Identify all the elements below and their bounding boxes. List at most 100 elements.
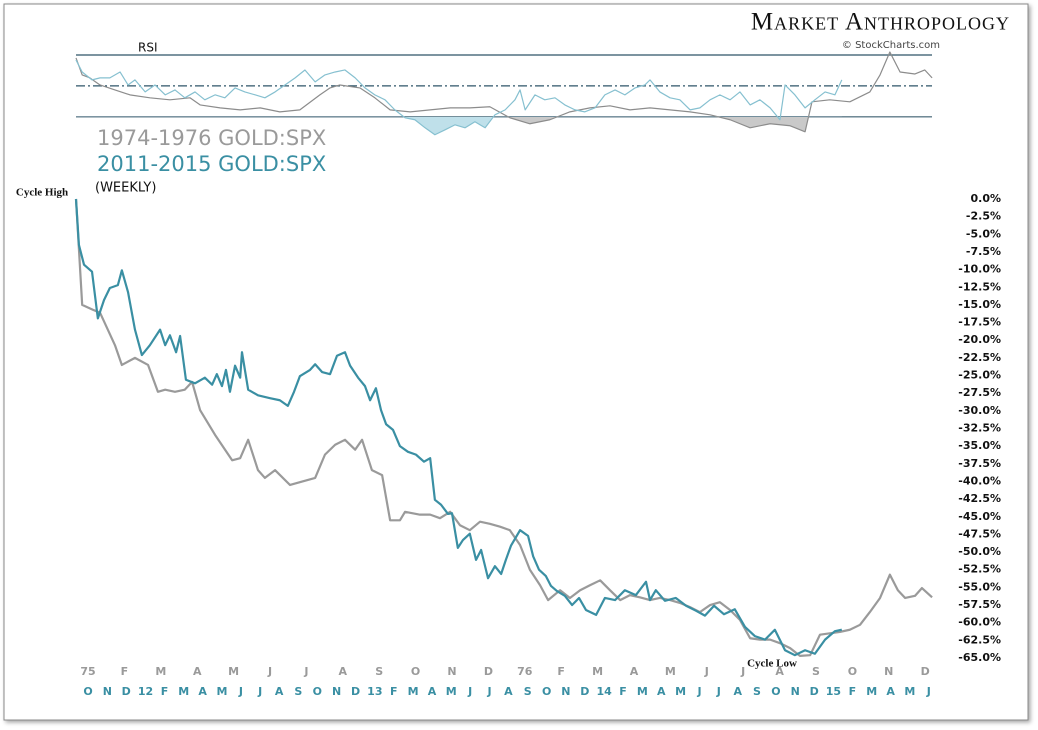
x-tick-label: F bbox=[161, 685, 169, 698]
x-tick-label: A bbox=[630, 665, 639, 678]
x-tick-label: D bbox=[580, 685, 589, 698]
x-tick-label: J bbox=[926, 685, 931, 698]
x-tick-label: F bbox=[619, 685, 627, 698]
y-tick-label: -27.5% bbox=[958, 386, 1001, 399]
y-tick-label: -47.5% bbox=[958, 527, 1001, 540]
x-tick-label: F bbox=[849, 685, 857, 698]
x-tick-label: A bbox=[198, 685, 207, 698]
x-tick-label: J bbox=[238, 685, 243, 698]
x-tick-label: M bbox=[446, 685, 457, 698]
x-tick-label: D bbox=[921, 665, 930, 678]
x-tick-label: A bbox=[275, 685, 284, 698]
y-tick-label: -12.5% bbox=[958, 280, 1001, 293]
x-tick-label: 75 bbox=[80, 665, 95, 678]
x-tick-label: M bbox=[637, 685, 648, 698]
x-tick-label: D bbox=[484, 665, 493, 678]
y-tick-label: -37.5% bbox=[958, 457, 1001, 470]
y-tick-label: -5.0% bbox=[966, 227, 1001, 240]
x-tick-label: 14 bbox=[596, 685, 612, 698]
y-tick-label: -17.5% bbox=[958, 316, 1001, 329]
x-tick-label: M bbox=[904, 685, 915, 698]
y-tick-label: -60.0% bbox=[958, 616, 1001, 629]
x-tick-label: A bbox=[339, 665, 348, 678]
x-tick-label: M bbox=[228, 665, 239, 678]
y-tick-label: -52.5% bbox=[958, 563, 1001, 576]
x-tick-label: F bbox=[557, 665, 565, 678]
y-tick-label: -65.0% bbox=[958, 651, 1001, 664]
y-tick-label: -2.5% bbox=[966, 210, 1001, 223]
x-tick-label: A bbox=[428, 685, 437, 698]
x-tick-label: A bbox=[504, 685, 513, 698]
y-tick-label: -22.5% bbox=[958, 351, 1001, 364]
x-tick-label: M bbox=[155, 665, 166, 678]
x-tick-label: M bbox=[592, 665, 603, 678]
x-tick-label: A bbox=[193, 665, 202, 678]
source: © StockCharts.com bbox=[842, 40, 940, 51]
brand: Market Anthropology bbox=[751, 9, 1010, 36]
x-tick-label: J bbox=[467, 685, 472, 698]
x-tick-label: J bbox=[740, 665, 745, 678]
x-tick-label: O bbox=[771, 685, 780, 698]
x-tick-label: M bbox=[665, 665, 676, 678]
y-tick-label: -20.0% bbox=[958, 333, 1001, 346]
annotation: Cycle Low bbox=[747, 658, 797, 670]
x-tick-label: S bbox=[812, 665, 820, 678]
x-tick-label: N bbox=[447, 665, 456, 678]
y-tick-label: -25.0% bbox=[958, 369, 1001, 382]
x-tick-label: O bbox=[542, 685, 551, 698]
x-tick-label: S bbox=[524, 685, 532, 698]
y-tick-label: -32.5% bbox=[958, 422, 1001, 435]
x-tick-label: J bbox=[303, 665, 308, 678]
legend-entry: 1974-1976 GOLD:SPX bbox=[97, 126, 326, 150]
x-tick-label: 15 bbox=[826, 685, 841, 698]
x-tick-label: M bbox=[178, 685, 189, 698]
x-tick-label: F bbox=[390, 685, 398, 698]
x-tick-label: M bbox=[866, 685, 877, 698]
x-tick-label: M bbox=[408, 685, 419, 698]
x-tick-label: N bbox=[332, 685, 341, 698]
y-tick-label: -40.0% bbox=[958, 474, 1001, 487]
x-tick-label: S bbox=[375, 665, 383, 678]
y-tick-label: -35.0% bbox=[958, 439, 1001, 452]
frame bbox=[3, 3, 1029, 721]
x-tick-label: O bbox=[313, 685, 322, 698]
x-tick-label: N bbox=[791, 685, 800, 698]
x-tick-label: M bbox=[216, 685, 227, 698]
subtitle: (WEEKLY) bbox=[95, 181, 156, 196]
x-tick-label: N bbox=[561, 685, 570, 698]
x-tick-label: D bbox=[351, 685, 360, 698]
x-tick-label: A bbox=[657, 685, 666, 698]
x-tick-label: N bbox=[884, 665, 893, 678]
x-tick-label: J bbox=[267, 665, 272, 678]
x-tick-label: J bbox=[257, 685, 262, 698]
series-line bbox=[74, 198, 843, 657]
x-tick-label: J bbox=[716, 685, 721, 698]
y-tick-label: -10.0% bbox=[958, 263, 1001, 276]
x-tick-label: A bbox=[733, 685, 742, 698]
series-line bbox=[75, 59, 843, 136]
x-tick-label: J bbox=[696, 685, 701, 698]
y-tick-label: -42.5% bbox=[958, 492, 1001, 505]
y-tick-label: -57.5% bbox=[958, 598, 1001, 611]
legend-entry: 2011-2015 GOLD:SPX bbox=[97, 152, 326, 176]
x-tick-label: O bbox=[83, 685, 92, 698]
y-tick-label: -15.0% bbox=[958, 298, 1001, 311]
y-tick-label: -7.5% bbox=[966, 245, 1001, 258]
y-tick-label: -45.0% bbox=[958, 510, 1001, 523]
x-tick-label: O bbox=[411, 665, 420, 678]
y-tick-label: 0.0% bbox=[970, 192, 1001, 205]
x-tick-label: J bbox=[704, 665, 709, 678]
x-tick-label: M bbox=[675, 685, 686, 698]
x-tick-label: S bbox=[294, 685, 302, 698]
rsi-title: RSI bbox=[138, 41, 158, 55]
area-fill bbox=[76, 116, 933, 132]
x-tick-label: 12 bbox=[138, 685, 153, 698]
annotation: Cycle High bbox=[16, 187, 68, 199]
y-tick-label: -30.0% bbox=[958, 404, 1001, 417]
x-tick-label: J bbox=[486, 685, 491, 698]
x-tick-label: D bbox=[810, 685, 819, 698]
x-tick-label: A bbox=[886, 685, 895, 698]
x-tick-label: A bbox=[775, 665, 784, 678]
